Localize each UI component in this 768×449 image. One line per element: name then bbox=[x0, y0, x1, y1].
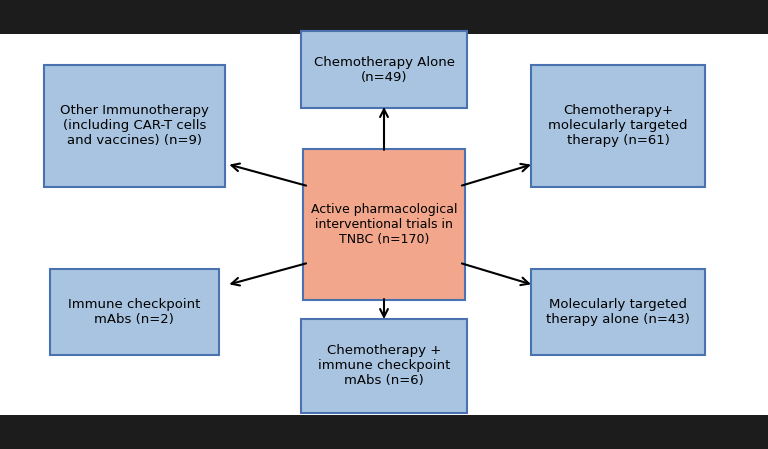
FancyBboxPatch shape bbox=[301, 319, 467, 413]
Text: Chemotherapy +
immune checkpoint
mAbs (n=6): Chemotherapy + immune checkpoint mAbs (n… bbox=[318, 344, 450, 387]
FancyBboxPatch shape bbox=[49, 269, 220, 355]
Text: Active pharmacological
interventional trials in
TNBC (n=170): Active pharmacological interventional tr… bbox=[311, 203, 457, 246]
FancyBboxPatch shape bbox=[303, 149, 465, 300]
Text: Chemotherapy Alone
(n=49): Chemotherapy Alone (n=49) bbox=[313, 56, 455, 84]
Text: Immune checkpoint
mAbs (n=2): Immune checkpoint mAbs (n=2) bbox=[68, 298, 200, 326]
FancyBboxPatch shape bbox=[531, 269, 705, 355]
Text: Chemotherapy+
molecularly targeted
therapy (n=61): Chemotherapy+ molecularly targeted thera… bbox=[548, 104, 688, 147]
Text: Other Immunotherapy
(including CAR-T cells
and vaccines) (n=9): Other Immunotherapy (including CAR-T cel… bbox=[60, 104, 209, 147]
FancyBboxPatch shape bbox=[531, 65, 705, 187]
Text: Molecularly targeted
therapy alone (n=43): Molecularly targeted therapy alone (n=43… bbox=[546, 298, 690, 326]
FancyBboxPatch shape bbox=[301, 31, 467, 108]
FancyBboxPatch shape bbox=[44, 65, 225, 187]
